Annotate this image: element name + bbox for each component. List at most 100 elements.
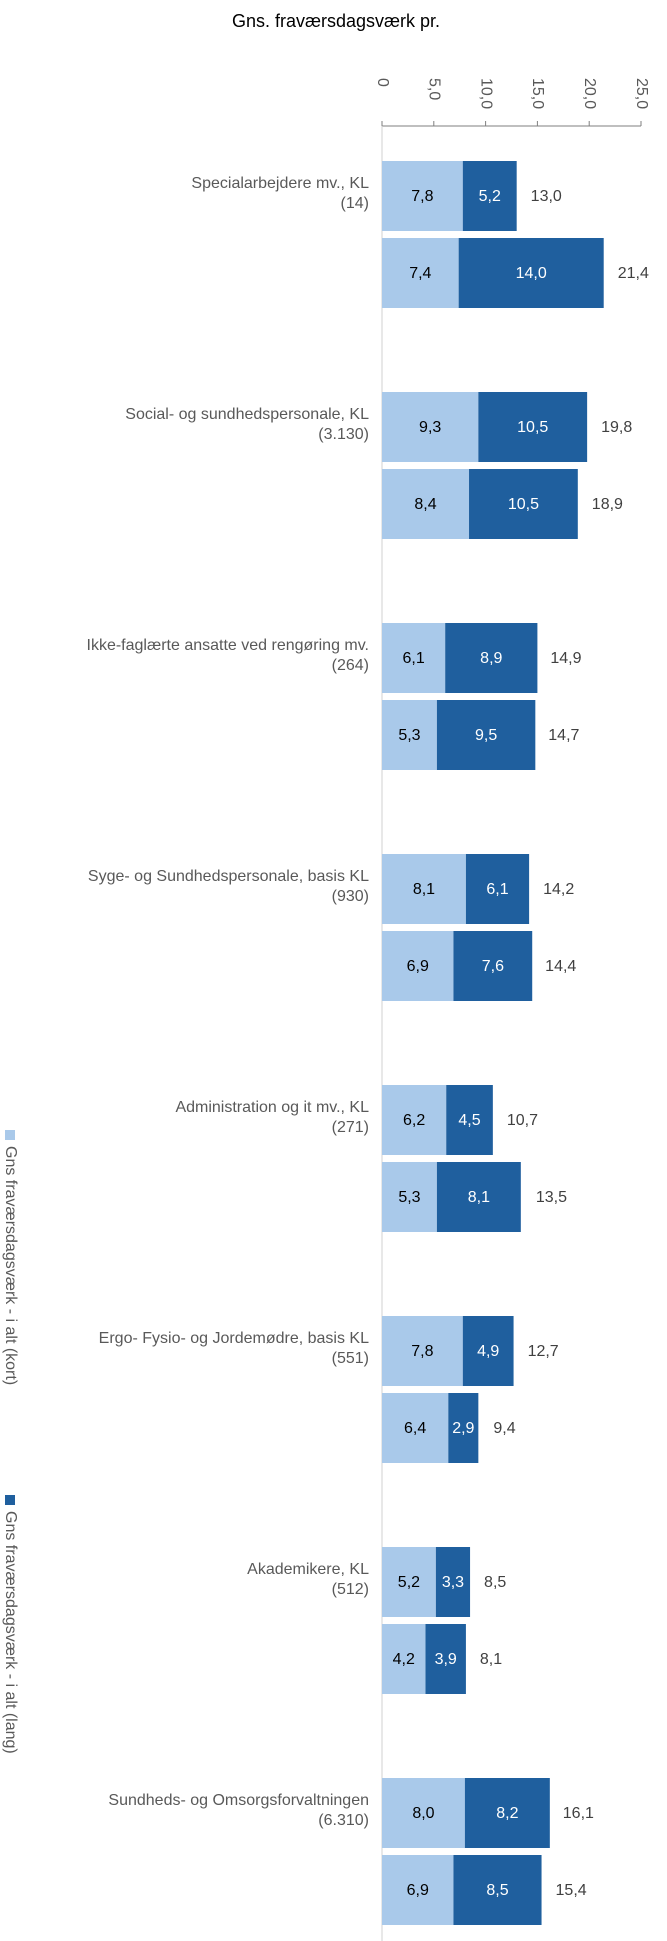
bar-segment xyxy=(464,1778,550,1848)
value-label: 7,8 xyxy=(411,188,433,205)
value-label: 10,5 xyxy=(517,419,548,436)
value-label: 7,6 xyxy=(482,958,504,975)
legend-label: Gns fraværsdagsværk - i alt (lang) xyxy=(2,1511,19,1754)
bar-segment xyxy=(382,623,446,693)
bar-segment xyxy=(453,931,533,1001)
value-label: 8,9 xyxy=(480,650,502,667)
total-label: 12,7 xyxy=(528,1343,559,1360)
bar-segment xyxy=(462,1316,514,1386)
category-label: Ikke-faglærte ansatte ved rengøring mv. … xyxy=(86,637,370,674)
value-label: 4,2 xyxy=(393,1651,415,1668)
bar-segment xyxy=(462,161,517,231)
bar-segment xyxy=(436,700,536,770)
value-label: 8,1 xyxy=(413,881,435,898)
value-label: 8,5 xyxy=(486,1882,508,1899)
bar-segment xyxy=(382,238,459,308)
bar-segment xyxy=(448,1393,479,1463)
value-label: 7,4 xyxy=(409,265,431,282)
bar-segment xyxy=(382,1547,436,1617)
total-label: 16,1 xyxy=(563,1805,594,1822)
bar-segment xyxy=(382,700,437,770)
value-label: 6,9 xyxy=(407,958,429,975)
bar-segment xyxy=(445,623,538,693)
x-tick-label: 15,0 xyxy=(529,78,546,109)
legend-item: Gns fraværsdagsværk - i alt (kort) xyxy=(2,1130,19,1385)
bar-segment xyxy=(382,1316,463,1386)
bar-segment xyxy=(453,1855,542,1925)
value-label: 4,5 xyxy=(458,1112,480,1129)
bar-segment xyxy=(382,854,466,924)
value-label: 9,3 xyxy=(419,419,441,436)
total-label: 14,2 xyxy=(543,881,574,898)
value-label: 2,9 xyxy=(452,1420,474,1437)
category-label: Specialarbejdere mv., KL (14) xyxy=(191,175,369,212)
value-label: 8,4 xyxy=(414,496,436,513)
legend-label: Gns fraværsdagsværk - i alt (kort) xyxy=(2,1146,19,1385)
category-label: Akademikere, KL (512) xyxy=(247,1561,369,1598)
category-label: Administration og it mv., KL (271) xyxy=(175,1099,369,1136)
bar-segment xyxy=(382,931,454,1001)
value-label: 5,3 xyxy=(398,1189,420,1206)
bar-segment xyxy=(382,1162,437,1232)
x-tick-label: 0 xyxy=(374,78,391,87)
value-label: 6,2 xyxy=(403,1112,425,1129)
total-label: 8,1 xyxy=(480,1651,502,1668)
total-label: 9,4 xyxy=(493,1420,515,1437)
bar-segment xyxy=(446,1085,493,1155)
value-label: 8,1 xyxy=(468,1189,490,1206)
bar-segment xyxy=(382,469,470,539)
legend-swatch xyxy=(5,1130,15,1140)
category-label: Syge- og Sundhedspersonale, basis KL (93… xyxy=(87,868,369,905)
value-label: 6,1 xyxy=(402,650,424,667)
bar-segment xyxy=(425,1624,466,1694)
total-label: 19,8 xyxy=(601,419,632,436)
bar-segment xyxy=(435,1547,471,1617)
total-label: 14,4 xyxy=(545,958,576,975)
value-label: 7,8 xyxy=(411,1343,433,1360)
bar-segment xyxy=(382,1085,447,1155)
total-label: 18,9 xyxy=(592,496,623,513)
bar-segment xyxy=(382,1624,426,1694)
bar-segment xyxy=(382,161,463,231)
value-label: 3,9 xyxy=(435,1651,457,1668)
total-label: 14,7 xyxy=(548,727,579,744)
x-tick-label: 20,0 xyxy=(581,78,598,109)
bar-segment xyxy=(436,1162,521,1232)
value-label: 4,9 xyxy=(477,1343,499,1360)
value-label: 6,4 xyxy=(404,1420,426,1437)
value-label: 14,0 xyxy=(516,265,547,282)
value-label: 6,9 xyxy=(407,1882,429,1899)
total-label: 8,5 xyxy=(484,1574,506,1591)
category-label: Ergo- Fysio- og Jordemødre, basis KL (55… xyxy=(98,1330,369,1367)
total-label: 21,4 xyxy=(618,265,649,282)
legend-item: Gns fraværsdagsværk - i alt (lang) xyxy=(2,1495,19,1754)
x-tick-label: 5,0 xyxy=(426,78,443,100)
value-label: 9,5 xyxy=(475,727,497,744)
bar-segment xyxy=(469,469,578,539)
bar-segment xyxy=(478,392,588,462)
total-label: 13,0 xyxy=(531,188,562,205)
bar-segment xyxy=(465,854,530,924)
value-label: 6,1 xyxy=(486,881,508,898)
bar-segment xyxy=(382,1393,449,1463)
chart-title: Gns. fraværsdagsværk pr. xyxy=(232,11,440,31)
value-label: 8,2 xyxy=(496,1805,518,1822)
x-tick-label: 25,0 xyxy=(633,78,650,109)
value-label: 3,3 xyxy=(442,1574,464,1591)
category-label: Sundheds- og Omsorgsforvaltningen (6.310… xyxy=(108,1792,369,1829)
value-label: 5,3 xyxy=(398,727,420,744)
category-label: Social- og sundhedspersonale, KL (3.130) xyxy=(125,406,369,443)
total-label: 15,4 xyxy=(556,1882,587,1899)
bar-segment xyxy=(382,1855,454,1925)
total-label: 13,5 xyxy=(536,1189,567,1206)
x-tick-label: 10,0 xyxy=(477,78,494,109)
legend-swatch xyxy=(5,1495,15,1505)
value-label: 10,5 xyxy=(508,496,539,513)
value-label: 5,2 xyxy=(479,188,501,205)
value-label: 5,2 xyxy=(398,1574,420,1591)
total-label: 14,9 xyxy=(550,650,581,667)
value-label: 8,0 xyxy=(412,1805,434,1822)
bar-segment xyxy=(458,238,604,308)
